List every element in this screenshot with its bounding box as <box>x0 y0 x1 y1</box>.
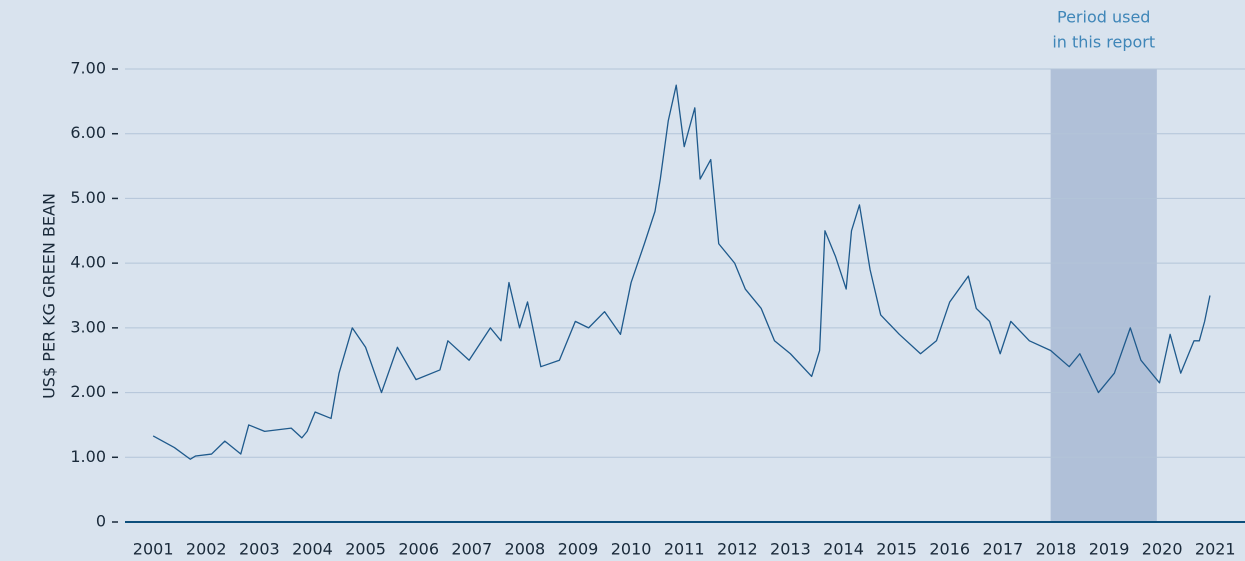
y-axis-label: US$ PER KG GREEN BEAN <box>40 193 59 399</box>
x-tick-label: 2007 <box>451 540 492 559</box>
x-tick-label: 2004 <box>292 540 333 559</box>
x-tick-label: 2014 <box>823 540 864 559</box>
x-tick-label: 2019 <box>1089 540 1130 559</box>
y-tick-label: 3.00 <box>70 317 106 336</box>
x-tick-label: 2001 <box>133 540 174 559</box>
x-tick-label: 2016 <box>929 540 970 559</box>
x-tick-label: 2015 <box>876 540 917 559</box>
x-tick-label: 2008 <box>505 540 546 559</box>
x-tick-label: 2005 <box>345 540 386 559</box>
x-tick-label: 2011 <box>664 540 705 559</box>
x-tick-label: 2009 <box>558 540 599 559</box>
y-tick-label: 0 <box>96 512 106 531</box>
x-tick-label: 2018 <box>1036 540 1077 559</box>
x-tick-label: 2010 <box>611 540 652 559</box>
x-tick-label: 2006 <box>398 540 439 559</box>
x-tick-label: 2013 <box>770 540 811 559</box>
x-tick-label: 2021 <box>1195 540 1236 559</box>
highlight-label: in this report <box>1052 33 1155 52</box>
x-tick-label: 2020 <box>1142 540 1183 559</box>
y-tick-label: 2.00 <box>70 382 106 401</box>
highlight-band <box>1050 69 1157 522</box>
x-tick-label: 2017 <box>982 540 1023 559</box>
y-tick-label: 6.00 <box>70 123 106 142</box>
y-tick-label: 5.00 <box>70 188 106 207</box>
x-tick-label: 2003 <box>239 540 280 559</box>
y-tick-label: 1.00 <box>70 447 106 466</box>
y-tick-label: 7.00 <box>70 59 106 78</box>
price-line <box>152 84 1211 460</box>
x-tick-label: 2002 <box>186 540 227 559</box>
y-tick-label: 4.00 <box>70 253 106 272</box>
highlight-label: Period used <box>1057 8 1150 27</box>
x-tick-label: 2012 <box>717 540 758 559</box>
